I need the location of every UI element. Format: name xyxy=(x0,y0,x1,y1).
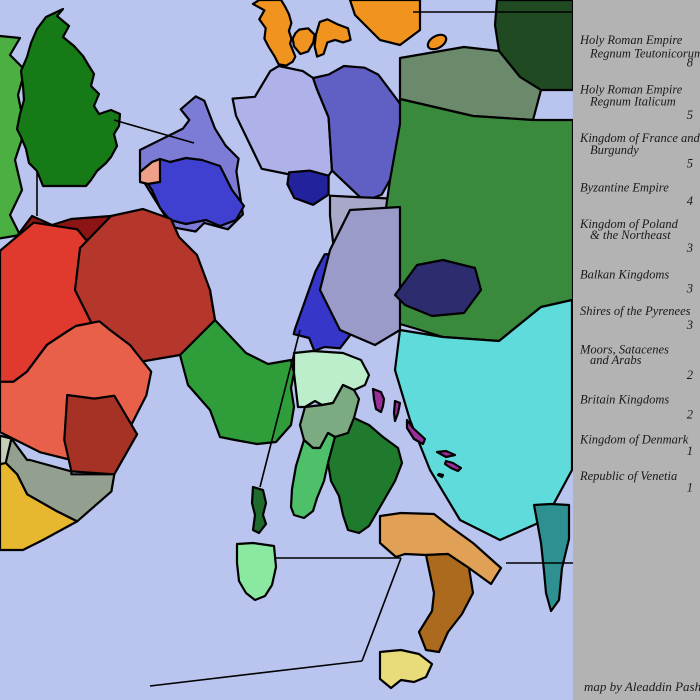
svg-text:Republic of Venetia: Republic of Venetia xyxy=(579,469,677,483)
svg-text:Britain Kingdoms: Britain Kingdoms xyxy=(580,393,669,407)
svg-text:8: 8 xyxy=(687,56,694,70)
svg-text:Shires of the Pyrenees: Shires of the Pyrenees xyxy=(580,304,691,318)
svg-text:4: 4 xyxy=(687,194,693,208)
svg-text:and Arabs: and Arabs xyxy=(590,353,642,367)
svg-text:Regnum Teutonicorum: Regnum Teutonicorum xyxy=(589,47,700,61)
svg-text:5: 5 xyxy=(687,156,693,170)
svg-text:3: 3 xyxy=(686,282,693,296)
svg-text:1: 1 xyxy=(687,480,693,494)
svg-text:2: 2 xyxy=(687,407,693,421)
svg-text:1: 1 xyxy=(687,444,693,458)
svg-text:Balkan Kingdoms: Balkan Kingdoms xyxy=(580,268,669,282)
svg-text:& the Northeast: & the Northeast xyxy=(590,228,671,242)
svg-text:Byzantine Empire: Byzantine Empire xyxy=(580,181,669,195)
svg-text:3: 3 xyxy=(686,241,693,255)
svg-text:Kingdom of Denmark: Kingdom of Denmark xyxy=(579,432,689,446)
svg-text:3: 3 xyxy=(686,318,693,332)
svg-text:Regnum Italicum: Regnum Italicum xyxy=(589,95,676,109)
svg-text:Holy Roman Empire: Holy Roman Empire xyxy=(579,33,683,47)
svg-text:Burgundy: Burgundy xyxy=(590,143,639,157)
svg-text:5: 5 xyxy=(687,108,693,122)
svg-text:map by Aleaddin Pasha: map by Aleaddin Pasha xyxy=(584,679,700,694)
svg-text:2: 2 xyxy=(687,368,693,382)
